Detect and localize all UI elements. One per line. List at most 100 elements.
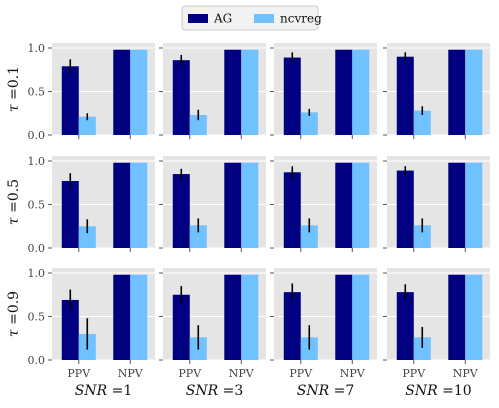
y-tick-label: 0.5 (28, 311, 46, 324)
bar-ag-ppv (396, 56, 414, 136)
bar-ag-npv (335, 162, 353, 248)
row-label-symbol: τ (6, 329, 22, 337)
legend-label-ag: AG (213, 12, 232, 26)
panel-r1-c3 (270, 43, 377, 139)
bar-ncvreg-npv (130, 162, 148, 248)
row-label-value: 0.1 (6, 66, 22, 88)
bar-ncvreg-npv (130, 49, 148, 135)
bar-ag-npv (224, 274, 242, 360)
bar-ncvreg-npv (241, 49, 259, 135)
bar-ag-npv (335, 274, 353, 360)
x-tick-label: NPV (453, 367, 479, 380)
legend-box (181, 5, 319, 31)
panel-r2-c4 (383, 156, 490, 252)
x-tick-label: PPV (402, 367, 426, 380)
panel-r3-c4: PPV NPV (383, 268, 490, 380)
panel-r2-c2 (159, 156, 266, 252)
bar-ncvreg-npv (130, 274, 148, 360)
col-label-value: 10 (454, 383, 472, 399)
row-label-value: 0.9 (6, 291, 22, 313)
bar-ncvreg-npv (465, 49, 483, 135)
row-label-equals: = (6, 313, 22, 329)
bar-ncvreg-npv (465, 162, 483, 248)
row-label-1: τ =0.1 (6, 66, 22, 112)
col-label-value: 7 (345, 383, 354, 399)
bar-ag-npv (448, 274, 466, 360)
col-label-symbol: SNR (405, 383, 438, 399)
col-label-symbol: SNR (186, 383, 219, 399)
y-tick-label: 0.0 (28, 242, 46, 255)
col-label-symbol: SNR (297, 383, 330, 399)
bar-ag-ppv (172, 174, 190, 248)
legend: AG ncvreg (181, 5, 322, 31)
y-tick-label: 1.0 (28, 267, 46, 280)
panel-r3-c2: PPV NPV (159, 268, 266, 380)
bar-ncvreg-ppv (300, 225, 318, 248)
bar-ag-npv (113, 49, 131, 135)
bar-ncvreg-ppv (413, 225, 431, 248)
y-tick-label: 0.5 (28, 199, 46, 212)
x-tick-label: PPV (178, 367, 202, 380)
bar-ag-npv (224, 49, 242, 135)
bar-ag-npv (113, 274, 131, 360)
x-tick-label: NPV (118, 367, 144, 380)
col-label-4: SNR =10 (405, 383, 471, 399)
legend-swatch-ncvreg (254, 14, 274, 23)
bar-ag-ppv (283, 57, 301, 135)
bar-ag-npv (448, 49, 466, 135)
bar-ncvreg-npv (241, 162, 259, 248)
col-label-3: SNR =7 (297, 383, 355, 399)
row-label-3: τ =0.9 (6, 291, 22, 337)
x-tick-label: PPV (289, 367, 313, 380)
bar-ncvreg-ppv (189, 225, 207, 248)
row-label-equals: = (6, 201, 22, 217)
bar-ag-ppv (61, 181, 79, 248)
bar-ncvreg-ppv (78, 226, 96, 248)
row-label-value: 0.5 (6, 179, 22, 201)
bar-ag-npv (113, 162, 131, 248)
bar-ag-ppv (283, 172, 301, 248)
bar-ag-npv (448, 162, 466, 248)
y-tick-label: 1.0 (28, 42, 46, 55)
bar-ncvreg-ppv (78, 116, 96, 135)
x-tick-label: PPV (67, 367, 91, 380)
y-tick-label: 0.0 (28, 354, 46, 367)
bar-ag-ppv (396, 292, 414, 360)
panel-r3-c3: PPV NPV (270, 268, 377, 380)
bar-ag-ppv (172, 294, 190, 360)
col-label-equals: = (107, 383, 123, 399)
panel-r2-c1: 0.0 0.5 1.0 (28, 155, 155, 255)
x-tick-label: NPV (229, 367, 255, 380)
bar-ncvreg-npv (352, 274, 370, 360)
bar-ag-ppv (61, 299, 79, 360)
bar-ncvreg-ppv (413, 337, 431, 360)
bar-ncvreg-npv (352, 162, 370, 248)
x-tick-label: NPV (340, 367, 366, 380)
bar-ncvreg-ppv (413, 110, 431, 135)
bar-ncvreg-npv (352, 49, 370, 135)
col-label-equals: = (438, 383, 454, 399)
bar-ag-ppv (172, 60, 190, 135)
row-label-equals: = (6, 88, 22, 104)
row-label-symbol: τ (6, 104, 22, 112)
y-tick-label: 0.5 (28, 86, 46, 99)
bar-ag-npv (335, 49, 353, 135)
col-label-1: SNR =1 (75, 383, 133, 399)
y-tick-label: 1.0 (28, 155, 46, 168)
panel-r1-c1: 0.0 0.5 1.0 (28, 42, 155, 142)
panel-r2-c3 (270, 156, 377, 252)
bar-ag-ppv (61, 66, 79, 135)
bar-ag-ppv (396, 170, 414, 248)
bar-ncvreg-npv (465, 274, 483, 360)
panel-r1-c4 (383, 43, 490, 139)
col-label-value: 3 (234, 383, 243, 399)
legend-swatch-ag (188, 14, 208, 23)
y-tick-label: 0.0 (28, 129, 46, 142)
legend-label-ncvreg: ncvreg (280, 12, 322, 26)
col-label-symbol: SNR (75, 383, 108, 399)
bar-ncvreg-ppv (300, 112, 318, 135)
col-label-value: 1 (123, 383, 132, 399)
row-label-symbol: τ (6, 217, 22, 225)
